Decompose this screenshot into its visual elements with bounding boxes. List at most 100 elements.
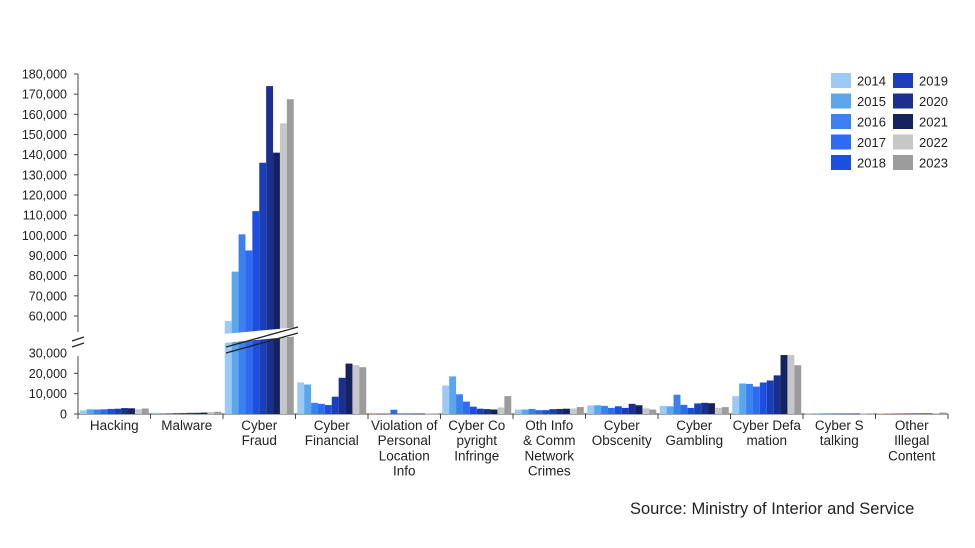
category-label: Violation of Personal Location Info	[371, 418, 438, 479]
bar-2021	[925, 413, 933, 414]
y-axis: 180,000 170,000 160,000 150,000 140,000 130,0…	[22, 68, 79, 422]
bar-2020	[411, 413, 419, 415]
bar-2022	[859, 413, 867, 415]
bar-2019	[186, 412, 194, 414]
bar-2023	[431, 413, 439, 415]
y-tick-label: 180,000	[22, 68, 67, 82]
bar-2014	[587, 405, 595, 414]
bar-2016	[311, 402, 318, 414]
legend-swatch-2019	[893, 73, 913, 88]
bar-2020	[918, 413, 926, 414]
bar-2023	[141, 408, 149, 414]
bar-2022	[279, 123, 287, 415]
bar-2016	[456, 394, 463, 414]
bar-2018	[397, 413, 405, 415]
y-tick-label: 100,000	[22, 229, 67, 243]
bar-2018	[759, 382, 767, 414]
bar-2017	[825, 413, 833, 415]
category-label: Oth Info & Comm Network Crimes	[523, 418, 576, 479]
legend-swatch-2016	[831, 114, 851, 129]
axis-break-band	[68, 327, 300, 357]
bar-2022	[714, 407, 722, 414]
bar-2018	[179, 412, 187, 414]
bar-2016	[818, 413, 826, 415]
bar-2015	[594, 405, 602, 414]
bar-2020	[773, 375, 781, 414]
bar-2015	[739, 383, 747, 414]
y-tick-label: 0	[60, 408, 67, 422]
y-tick-label: 80,000	[29, 269, 67, 283]
bar-2021	[345, 363, 353, 414]
y-tick-label: 170,000	[22, 88, 67, 102]
bar-2020	[556, 408, 564, 414]
bar-2023	[286, 99, 294, 414]
bars	[79, 86, 947, 415]
bar-2020	[338, 377, 346, 414]
bar-2022	[352, 365, 360, 414]
bar-2021	[635, 405, 643, 414]
bar-2019	[694, 403, 702, 414]
bar-2023	[214, 411, 222, 414]
bar-2018	[832, 413, 840, 415]
bar-2015	[304, 384, 312, 414]
bar-2017	[607, 407, 615, 414]
bar-2015	[666, 406, 674, 414]
bar-2017	[317, 403, 325, 414]
bar-2018	[324, 405, 332, 414]
bar-2021	[708, 403, 715, 414]
bar-2021	[490, 409, 498, 414]
bar-2023	[794, 365, 802, 414]
bar-2020	[846, 413, 854, 415]
bar-2017	[172, 412, 180, 414]
legend-swatch-2015	[831, 93, 851, 109]
legend-label: 2022	[919, 135, 948, 150]
bar-2019	[114, 408, 122, 414]
legend-label: 2021	[919, 115, 948, 130]
bar-2022	[787, 355, 795, 414]
bar-2020	[193, 412, 201, 414]
bar-2019	[259, 162, 267, 414]
bar-2019	[911, 413, 919, 414]
bar-2015	[376, 413, 384, 414]
legend-swatch-2017	[831, 134, 851, 150]
legend-swatch-2018	[831, 155, 851, 170]
bar-2016	[93, 409, 101, 414]
source-note: Source: Ministry of Interior and Service	[630, 500, 915, 518]
bar-2021	[128, 408, 135, 414]
bar-2018	[107, 408, 115, 414]
bar-2023	[649, 409, 657, 414]
bar-2021	[200, 412, 208, 414]
bar-2022	[932, 413, 940, 414]
bar-2019	[404, 413, 412, 415]
category-label: Cyber Defa mation	[733, 418, 802, 448]
category-label: Malware	[161, 418, 212, 433]
axis-break-line	[225, 332, 299, 354]
bar-2016	[601, 405, 608, 414]
bar-2014	[877, 413, 885, 414]
bar-2020	[121, 408, 129, 414]
bar-2020	[701, 402, 709, 414]
bar-2016	[891, 413, 898, 414]
bar-2018	[687, 407, 695, 414]
bar-2014	[659, 405, 667, 414]
y-tick-label: 60,000	[29, 310, 67, 324]
bar-2015	[159, 413, 167, 414]
bar-2023	[576, 407, 584, 414]
axis-break-line	[71, 342, 85, 348]
bar-2015	[86, 409, 94, 414]
bar-2015	[231, 271, 239, 414]
legend-label: 2015	[857, 94, 886, 109]
bar-2014	[804, 413, 812, 415]
category-label: Cyber Obscenity	[592, 418, 652, 448]
bar-2016	[383, 413, 391, 414]
bar-2019	[621, 407, 629, 414]
bar-2023	[359, 367, 367, 414]
bar-2016	[673, 394, 681, 414]
y-tick-label: 90,000	[29, 249, 67, 263]
legend-label: 2018	[857, 156, 886, 171]
y-tick-label: 10,000	[29, 387, 67, 401]
bar-2019	[476, 408, 484, 414]
bar-2016	[746, 383, 753, 414]
